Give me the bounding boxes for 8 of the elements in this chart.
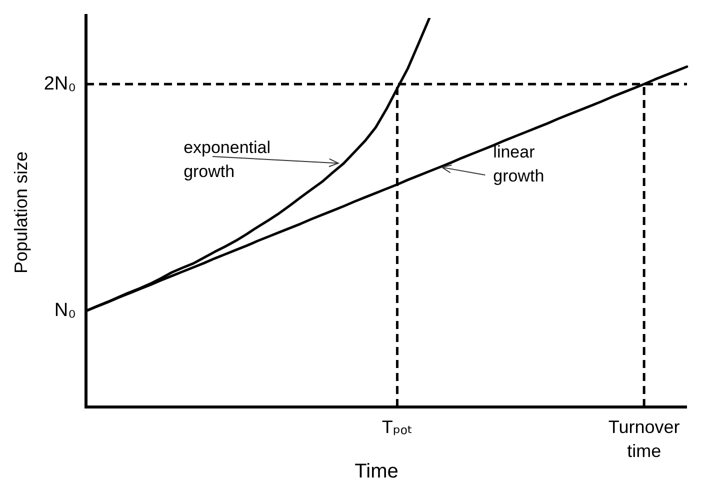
y-axis-title: Population size <box>10 151 31 274</box>
annotation: linear growth <box>493 142 544 186</box>
x-axis-title: Time <box>354 460 398 483</box>
x-tick-label: Turnover time <box>608 417 680 461</box>
text: N₀ <box>54 300 76 322</box>
ref-line-label: 2N₀ <box>44 73 76 94</box>
x-tick-label: Tₚₒₜ <box>382 417 413 437</box>
annotation: exponential growth <box>184 138 271 182</box>
